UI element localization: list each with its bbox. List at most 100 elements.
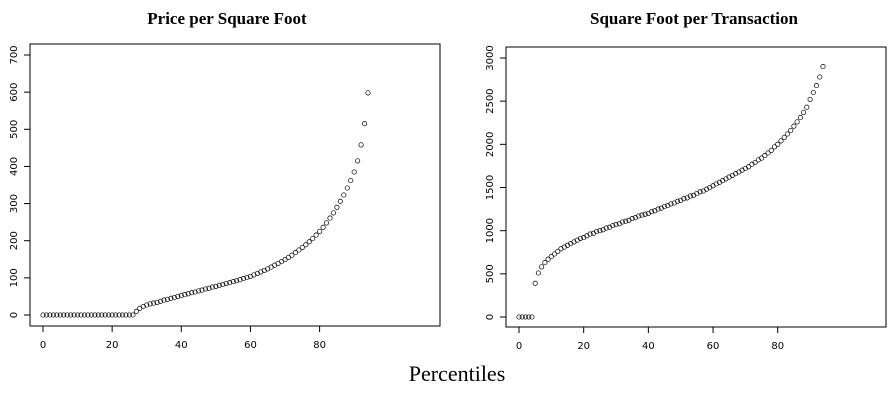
data-point <box>327 215 333 221</box>
data-point <box>649 209 655 215</box>
data-point <box>88 312 94 318</box>
data-point <box>639 212 645 218</box>
data-point <box>516 314 522 320</box>
data-point <box>594 228 600 235</box>
data-point <box>577 235 583 241</box>
data-point <box>619 219 626 225</box>
data-point <box>539 264 545 270</box>
data-point <box>794 119 800 125</box>
data-point <box>674 198 681 204</box>
x-tick-label: 0 <box>516 341 522 352</box>
x-tick-label: 40 <box>175 340 188 351</box>
data-point <box>99 312 105 318</box>
data-point <box>202 286 209 292</box>
y-tick-label: 3000 <box>485 45 496 70</box>
data-point <box>555 248 561 254</box>
data-point <box>133 308 139 314</box>
data-point <box>151 300 157 306</box>
data-point <box>587 231 593 237</box>
data-point <box>196 288 202 294</box>
x-tick-label: 20 <box>106 340 119 351</box>
data-point <box>47 312 53 318</box>
data-point <box>61 312 67 318</box>
data-point <box>227 280 233 286</box>
data-point <box>254 270 260 276</box>
data-point <box>189 290 195 296</box>
data-point <box>778 138 784 144</box>
data-point <box>330 210 336 216</box>
data-point <box>613 222 619 228</box>
data-point <box>661 203 668 210</box>
data-point <box>296 247 302 253</box>
y-axis: 0 500 1000 1500 2000 2500 3000 <box>485 45 506 320</box>
data-point <box>113 312 119 318</box>
data-point <box>323 220 330 226</box>
data-point <box>144 302 150 308</box>
y-axis: 0 100 200 300 400 500 600 700 <box>9 45 30 318</box>
data-point <box>64 312 70 318</box>
data-point <box>797 115 803 121</box>
data-point <box>78 312 84 318</box>
data-point <box>781 134 787 140</box>
y-tick-label: 0 <box>485 314 496 320</box>
data-point <box>244 274 250 281</box>
data-point <box>220 281 226 288</box>
data-point <box>71 312 77 318</box>
data-point <box>130 312 136 318</box>
data-point <box>43 312 50 318</box>
data-point <box>192 289 198 295</box>
chart-title: Price per Square Foot <box>147 9 307 28</box>
data-point <box>752 159 758 166</box>
data-point <box>522 314 529 320</box>
data-point <box>320 224 326 230</box>
data-point <box>337 198 343 204</box>
data-point <box>771 144 778 150</box>
data-point <box>68 312 74 318</box>
data-point <box>223 280 229 286</box>
data-point <box>92 312 98 318</box>
data-point <box>147 301 153 307</box>
chart-title: Square Foot per Transaction <box>590 9 798 28</box>
y-tick-label: 100 <box>9 268 20 287</box>
data-point <box>351 169 357 175</box>
data-point <box>178 293 184 299</box>
data-point <box>206 285 212 291</box>
data-points <box>516 64 826 320</box>
data-point <box>119 312 126 318</box>
data-point <box>164 296 171 302</box>
data-point <box>341 192 347 198</box>
data-point <box>154 299 160 305</box>
data-point <box>185 291 191 297</box>
data-point <box>299 244 305 250</box>
y-tick-label: 200 <box>9 231 20 250</box>
x-tick-label: 80 <box>771 341 784 352</box>
data-point <box>791 123 797 129</box>
data-point <box>140 303 146 310</box>
data-point <box>801 109 807 115</box>
data-point <box>545 256 551 262</box>
data-point <box>810 89 816 96</box>
data-point <box>209 284 215 290</box>
data-point <box>629 216 635 222</box>
y-tick-label: 400 <box>9 157 20 176</box>
y-tick-label: 300 <box>9 194 20 213</box>
data-point <box>788 127 794 134</box>
x-tick-label: 80 <box>313 340 326 351</box>
data-point <box>237 277 243 283</box>
x-tick-label: 20 <box>577 341 590 352</box>
data-point <box>655 206 661 212</box>
data-point <box>234 278 240 284</box>
y-tick-label: 1000 <box>485 218 496 243</box>
data-point <box>759 155 765 161</box>
data-point <box>535 270 541 276</box>
data-point <box>240 276 247 282</box>
data-point <box>681 196 687 202</box>
y-tick-label: 600 <box>9 83 20 102</box>
y-tick-label: 500 <box>485 264 496 283</box>
data-point <box>552 251 558 257</box>
data-point <box>597 228 603 234</box>
data-point <box>807 96 813 102</box>
data-point <box>102 312 108 318</box>
data-point <box>687 193 693 199</box>
